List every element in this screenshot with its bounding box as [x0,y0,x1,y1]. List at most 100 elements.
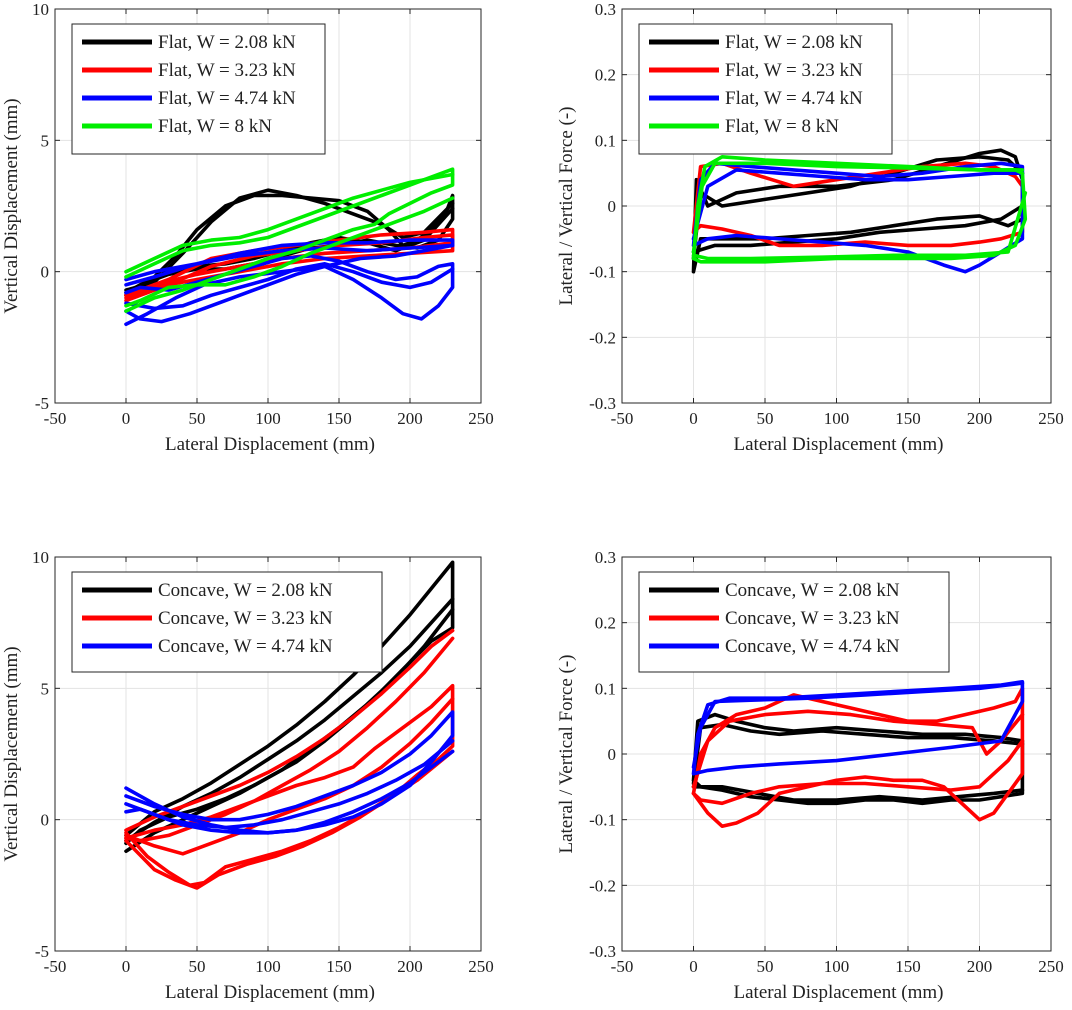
legend-label: Concave, W = 4.74 kN [158,636,333,657]
x-tick-label: 50 [189,409,206,428]
x-tick-label: 100 [255,409,281,428]
series-line-1-loop-3 [124,607,455,846]
series-line-4-loop-3 [691,191,1028,261]
y-tick-label: 10 [32,548,49,567]
y-tick-label: 0 [608,745,617,764]
legend-label: Flat, W = 4.74 kN [725,88,863,109]
legend: Concave, W = 2.08 kN Concave, W = 3.23 kN… [71,571,383,673]
legend: Flat, W = 2.08 kN Flat, W = 3.23 kN Flat, … [638,23,893,155]
x-tick-label: 100 [824,957,850,976]
x-tick-label: 150 [326,957,352,976]
x-tick-label: 200 [967,409,993,428]
series-line-3-loop-1 [691,161,1025,274]
series-layer [124,167,455,326]
x-axis-label: Lateral Displacement (mm) [734,434,944,455]
legend-box [638,23,893,155]
x-axis-label: Lateral Displacement (mm) [165,434,375,455]
series-layer [691,680,1025,828]
y-tick-label: -0.1 [589,263,616,282]
legend-label: Concave, W = 3.23 kN [158,608,333,629]
series-line-4-loop-3 [124,196,455,308]
x-tick-label: 200 [967,957,993,976]
series-line-2-loop-3 [691,739,1025,806]
series-line-3-loop-3 [124,238,455,287]
legend-label: Flat, W = 8 kN [725,116,839,137]
series-line-3-loop-2 [691,681,1025,769]
series-line-2-loop-3 [124,697,455,856]
y-tick-label: -0.1 [589,811,616,830]
y-tick-label: 0.3 [595,548,616,567]
x-tick-label: -50 [611,409,634,428]
x-tick-label: 250 [1038,957,1064,976]
y-tick-label: 0.2 [595,614,616,633]
x-tick-label: -50 [44,957,67,976]
x-tick-label: 0 [689,957,698,976]
legend-label: Flat, W = 3.23 kN [158,60,296,81]
legend-label: Concave, W = 2.08 kN [725,580,900,601]
series-layer [691,148,1028,274]
legend-box [71,23,326,155]
x-tick-label: -50 [611,957,634,976]
x-tick-label: 100 [824,409,850,428]
legend-label: Flat, W = 4.74 kN [158,88,296,109]
legend-label: Flat, W = 8 kN [158,116,272,137]
x-tick-label: 200 [397,409,423,428]
series-line-3-loop-2 [124,749,455,835]
series-line-1-loop-2 [691,155,1025,261]
series-line-2-loop-5 [124,636,455,843]
x-tick-label: 250 [468,957,494,976]
chart-panel-top-right: -50 0 50 100 150 200 250 -0.3 -0.2 -0.1 0 0.1 0.2 0.3… [556,0,1064,455]
legend-label: Flat, W = 2.08 kN [725,32,863,53]
series-line-4-loop-2 [124,172,455,274]
legend-label: Concave, W = 2.08 kN [158,580,333,601]
series-line-4-loop-1 [124,167,455,313]
x-axis-label: Lateral Displacement (mm) [165,982,375,1003]
y-tick-label: 5 [41,131,50,150]
x-tick-label: 250 [1038,409,1064,428]
x-tick-label: 0 [122,409,131,428]
legend-label: Concave, W = 3.23 kN [725,608,900,629]
x-tick-label: 100 [255,957,281,976]
series-line-3-loop-2 [691,168,1025,241]
chart-panel-bottom-right: -50 0 50 100 150 200 250 -0.3 -0.2 -0.1 0 0.1 0.2 0.3… [556,548,1064,1003]
legend-label: Flat, W = 3.23 kN [725,60,863,81]
x-tick-label: 250 [468,409,494,428]
x-tick-label: 150 [895,409,921,428]
series-line-4-loop-2 [691,161,1025,254]
y-tick-label: 0.1 [595,679,616,698]
series-line-1-loop-3 [691,204,1025,254]
y-tick-label: -0.3 [589,394,616,413]
y-tick-label: -0.2 [589,876,616,895]
series-layer [124,560,455,890]
x-tick-label: 150 [895,957,921,976]
legend-label: Concave, W = 4.74 kN [725,636,900,657]
y-tick-label: 0 [41,263,50,282]
legend: Concave, W = 2.08 kN Concave, W = 3.23 kN… [638,571,950,673]
x-tick-label: 50 [189,957,206,976]
series-line-2-loop-2 [691,709,1025,789]
legend-label: Flat, W = 2.08 kN [158,32,296,53]
x-tick-label: 50 [757,409,774,428]
y-tick-label: 5 [41,679,50,698]
y-tick-label: -0.2 [589,328,616,347]
y-tick-label: -0.3 [589,942,616,961]
y-axis-label: Vertical Displacement (mm) [1,98,22,313]
x-tick-label: 0 [122,957,131,976]
series-line-3-loop-3 [124,739,455,830]
legend: Flat, W = 2.08 kN Flat, W = 3.23 kN Flat, … [71,23,326,155]
series-line-1-loop-2 [124,188,455,292]
x-tick-label: 0 [689,409,698,428]
y-tick-label: 0.2 [595,66,616,85]
y-tick-label: 0.3 [595,0,616,19]
y-tick-label: 0 [41,811,50,830]
series-line-2-loop-4 [124,628,455,832]
series-line-3-loop-1 [124,710,455,835]
x-tick-label: 150 [326,409,352,428]
y-tick-label: 0.1 [595,131,616,150]
x-axis-label: Lateral Displacement (mm) [734,982,944,1003]
y-axis-label: Lateral / Vertical Force (-) [556,654,577,853]
series-line-1-loop-3 [691,785,1025,802]
